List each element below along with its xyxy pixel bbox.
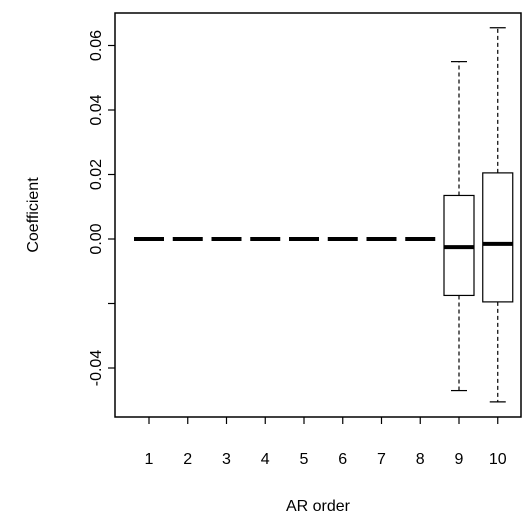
x-tick-label: 10 xyxy=(489,451,507,468)
x-tick-label: 8 xyxy=(416,451,425,468)
x-axis-title: AR order xyxy=(286,498,351,515)
y-axis-title: Coefficient xyxy=(25,177,42,253)
y-tick-label: -0.04 xyxy=(88,350,105,387)
x-tick-label: 2 xyxy=(183,451,192,468)
box-9 xyxy=(443,61,475,392)
box-series xyxy=(134,27,514,403)
y-tick-label: 0.04 xyxy=(88,94,105,125)
y-tick-label: 0.00 xyxy=(88,223,105,254)
y-axis: 0.06 0.04 0.02 0.00 -0.04 xyxy=(88,30,115,386)
x-axis: 1 2 3 4 5 6 7 8 9 10 xyxy=(145,417,507,468)
x-tick-label: 3 xyxy=(222,451,231,468)
y-tick-label: 0.06 xyxy=(88,30,105,61)
x-tick-label: 5 xyxy=(300,451,309,468)
x-tick-label: 1 xyxy=(145,451,154,468)
x-tick-label: 7 xyxy=(377,451,386,468)
x-tick-label: 6 xyxy=(338,451,347,468)
x-tick-label: 9 xyxy=(455,451,464,468)
y-tick-label: 0.02 xyxy=(88,159,105,190)
iqr-box xyxy=(482,172,514,303)
x-tick-label: 4 xyxy=(261,451,270,468)
plot-frame xyxy=(114,12,522,418)
box-10 xyxy=(482,27,514,403)
